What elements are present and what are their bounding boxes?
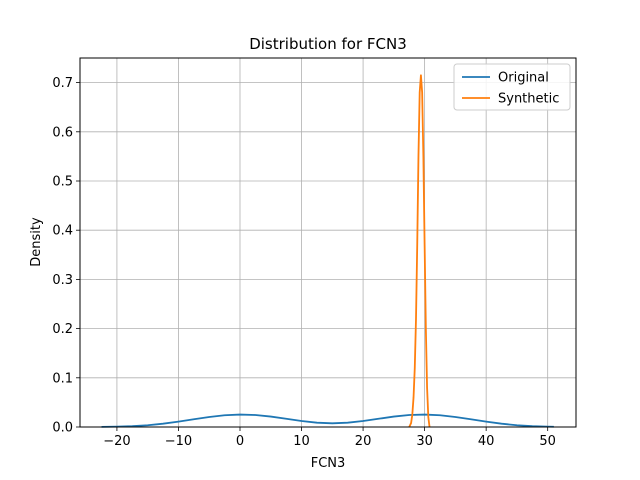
x-tick-label: 10 bbox=[293, 434, 310, 449]
y-tick-label: 0.7 bbox=[52, 76, 73, 91]
series-line-original bbox=[101, 413, 554, 428]
plot-frame bbox=[79, 57, 577, 428]
chart-title: Distribution for FCN3 bbox=[249, 35, 407, 53]
y-tick-label: 0.2 bbox=[52, 322, 73, 337]
x-tick-label: 50 bbox=[539, 434, 556, 449]
y-tick-label: 0.5 bbox=[52, 175, 73, 190]
grid bbox=[80, 58, 576, 428]
x-tick-label: 20 bbox=[355, 434, 372, 449]
legend: Original Synthetic bbox=[453, 63, 571, 111]
y-tick-label: 0.3 bbox=[52, 273, 73, 288]
series-line-synthetic bbox=[408, 74, 431, 428]
y-axis-label: Density bbox=[29, 217, 44, 267]
y-axis: 0.0 0.1 0.2 0.3 0.4 0.5 0.6 0.7 bbox=[52, 76, 80, 436]
x-axis-label: FCN3 bbox=[311, 456, 346, 471]
x-tick-label: 40 bbox=[478, 434, 495, 449]
series-layer bbox=[101, 74, 554, 428]
y-tick-label: 0.1 bbox=[52, 371, 73, 386]
x-tick-label: 30 bbox=[416, 434, 433, 449]
x-tick-label: 0 bbox=[236, 434, 244, 449]
y-tick-label: 0.6 bbox=[52, 125, 73, 140]
legend-label: Synthetic bbox=[498, 92, 559, 107]
x-tick-label: −20 bbox=[103, 434, 130, 449]
y-tick-label: 0.0 bbox=[52, 421, 73, 436]
x-tick-label: −10 bbox=[165, 434, 192, 449]
y-tick-label: 0.4 bbox=[52, 224, 73, 239]
x-axis: −20 −10 0 10 20 30 40 50 bbox=[103, 427, 556, 449]
legend-label: Original bbox=[498, 71, 549, 86]
